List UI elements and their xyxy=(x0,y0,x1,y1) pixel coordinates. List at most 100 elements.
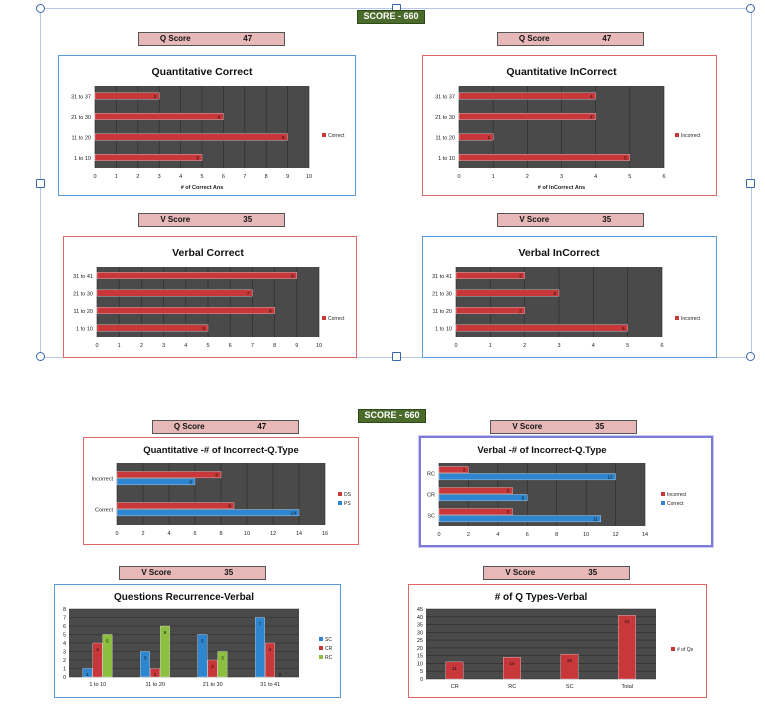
y-tick-label-11-to-20: 11 to 20 xyxy=(74,309,93,315)
resize-handle-mr[interactable] xyxy=(746,179,755,188)
resize-handle-bl[interactable] xyxy=(36,352,45,361)
data-label: 4 xyxy=(269,647,272,653)
bar-incorrect-sc xyxy=(438,508,513,516)
data-label: 2 xyxy=(519,308,522,314)
x-tick-label: 8 xyxy=(219,531,222,537)
legend-label-incorrect: Incorrect xyxy=(667,492,687,498)
x-tick-label: 4 xyxy=(184,343,187,349)
v-score-label-mid-right: V Score 35 xyxy=(497,213,644,227)
y-tick-label-cr: CR xyxy=(427,493,435,499)
x-tick-label: 6 xyxy=(222,174,225,180)
chart-quant-incorrect-qtype[interactable]: Quantitative -# of Incorrect-Q.Type 0 2 4 6 8… xyxy=(83,437,359,545)
y-tick-label: 40 xyxy=(417,615,423,621)
data-label: 4 xyxy=(590,114,593,120)
chart-quantitative-incorrect[interactable]: Quantitative InCorrect 0 1 2 3 4 5 6 31 to 37 4 21… xyxy=(422,55,717,196)
y-tick-label: 30 xyxy=(417,630,423,636)
x-tick-label: 6 xyxy=(229,343,232,349)
x-tick-label-cr: CR xyxy=(451,684,459,690)
chart-svg-qi: Quantitative InCorrect 0 1 2 3 4 5 6 31 to 37 4 21… xyxy=(435,66,701,191)
resize-handle-br[interactable] xyxy=(746,352,755,361)
bar-incorrect-1-to-10 xyxy=(458,154,630,161)
x-tick-label: 2 xyxy=(526,174,529,180)
x-tick-label: 14 xyxy=(296,531,302,537)
chart-svg-vi: Verbal InCorrect 0 1 2 3 4 5 6 31 to 41 2 21 to 30… xyxy=(432,247,701,349)
bar-correct-11-to-20 xyxy=(94,133,288,141)
legend-swatch-correct xyxy=(322,316,326,320)
data-label: 11 xyxy=(452,666,457,672)
data-label: 8 xyxy=(269,308,272,314)
y-tick-label-1-to-10: 1 to 10 xyxy=(74,156,91,162)
data-label: 3 xyxy=(154,94,157,100)
x-tick-label: 2 xyxy=(141,531,144,537)
data-label: 4 xyxy=(590,94,593,100)
bar-correct-1-to-10 xyxy=(96,324,209,332)
bar-incorrect-21-to-30 xyxy=(458,113,596,120)
y-tick-label-31-to-37: 31 to 37 xyxy=(435,94,455,100)
bar-cr-21-to-30 xyxy=(207,659,218,678)
y-tick-label-1-to-10: 1 to 10 xyxy=(76,326,93,332)
y-tick-label-1-to-10: 1 to 10 xyxy=(438,156,455,162)
data-label: 5 xyxy=(201,639,204,645)
bar-incorrect-11-to-20 xyxy=(455,307,525,314)
chart-verbal-incorrect-qtype[interactable]: Verbal -# of Incorrect-Q.Type 0 2 4 6 8 10 12 14… xyxy=(419,436,713,547)
bar-correct-1-to-10 xyxy=(94,154,203,161)
v-score-label-bottom-left: V Score 35 xyxy=(119,566,266,580)
resize-handle-bm[interactable] xyxy=(392,352,401,361)
chart-num-q-types-verbal[interactable]: # of Q Types-Verbal 0 5 10 15 20 25 30 35 40 45 CR 1… xyxy=(408,584,707,698)
x-tick-label: 3 xyxy=(557,343,560,349)
x-tick-label: 4 xyxy=(167,531,170,537)
x-tick-label: 8 xyxy=(555,532,558,538)
x-tick-label: 3 xyxy=(162,343,165,349)
v-score-label-mid-left: V Score 35 xyxy=(138,213,285,227)
q-score-value: 47 xyxy=(243,34,253,43)
data-label: 3 xyxy=(221,656,224,662)
bar-incorrect-1-to-10 xyxy=(455,324,628,332)
v-score-label-bottom-top: V Score 35 xyxy=(490,420,637,434)
y-tick-label-rc: RC xyxy=(427,472,435,478)
x-tick-label: 5 xyxy=(200,174,203,180)
data-label: 1 xyxy=(86,672,89,678)
x-tick-label: 6 xyxy=(662,174,665,180)
bar-rc-1-to-10 xyxy=(102,634,113,678)
x-tick-label: 1 xyxy=(115,174,118,180)
chart-verbal-correct[interactable]: Verbal Correct 0 1 2 3 4 5 6 7 8 9 10 31 to 41 9 21 to… xyxy=(63,236,357,358)
x-tick-label-21-to-30: 21 to 30 xyxy=(203,682,223,688)
x-tick-label-total: Total xyxy=(621,684,633,690)
data-label: 1 xyxy=(154,672,157,678)
legend-label-incorrect: Incorrect xyxy=(681,133,701,139)
resize-handle-tr[interactable] xyxy=(746,4,755,13)
data-label: 2 xyxy=(211,664,214,670)
bar-of-qs-cr xyxy=(445,661,464,680)
resize-handle-tl[interactable] xyxy=(36,4,45,13)
bar-incorrect-21-to-30 xyxy=(455,289,560,297)
v-score-value: 35 xyxy=(224,568,234,577)
legend-label-of-qs: # of Qs xyxy=(677,647,694,653)
chart-verbal-incorrect[interactable]: Verbal InCorrect 0 1 2 3 4 5 6 31 to 41 2 21 to 30… xyxy=(422,236,717,358)
data-label: 9 xyxy=(282,135,285,141)
y-tick-label-11-to-20: 11 to 20 xyxy=(436,135,455,141)
x-tick-label: 3 xyxy=(158,174,161,180)
x-tick-label: 4 xyxy=(594,174,597,180)
bar-cr-1-to-10 xyxy=(92,642,103,678)
q-score-label-top-right: Q Score 47 xyxy=(497,32,644,46)
bar-cr-31-to-41 xyxy=(265,642,275,678)
x-tick-label: 10 xyxy=(306,174,312,180)
data-label: 5 xyxy=(622,326,625,332)
x-tick-label: 1 xyxy=(118,343,121,349)
y-tick-label: 0 xyxy=(420,677,423,683)
bar-sc-21-to-30 xyxy=(197,634,208,678)
x-tick-label: 6 xyxy=(193,531,196,537)
resize-handle-ml[interactable] xyxy=(36,179,45,188)
chart-questions-recurrence-verbal[interactable]: Questions Recurrence-Verbal 0 1 2 3 4 5 6 7 8 1 to… xyxy=(54,584,341,698)
x-tick-label: 5 xyxy=(628,174,631,180)
bar-ds-correct xyxy=(116,502,235,510)
x-tick-label: 7 xyxy=(243,174,246,180)
x-tick-label: 4 xyxy=(496,532,499,538)
q-score-key: Q Score xyxy=(159,34,191,43)
legend-swatch-incorrect xyxy=(675,133,679,137)
chart-quantitative-correct[interactable]: Quantitative Correct 0 1 2 3 4 5 6 7 8 9 10 31 to 37… xyxy=(58,55,356,196)
x-tick-label: 4 xyxy=(592,343,595,349)
data-label: 0 xyxy=(279,672,282,678)
legend-label-rc: RC xyxy=(325,655,333,661)
chart-svg-qr: Questions Recurrence-Verbal 0 1 2 3 4 5 6 7 8 1 to… xyxy=(63,592,333,688)
